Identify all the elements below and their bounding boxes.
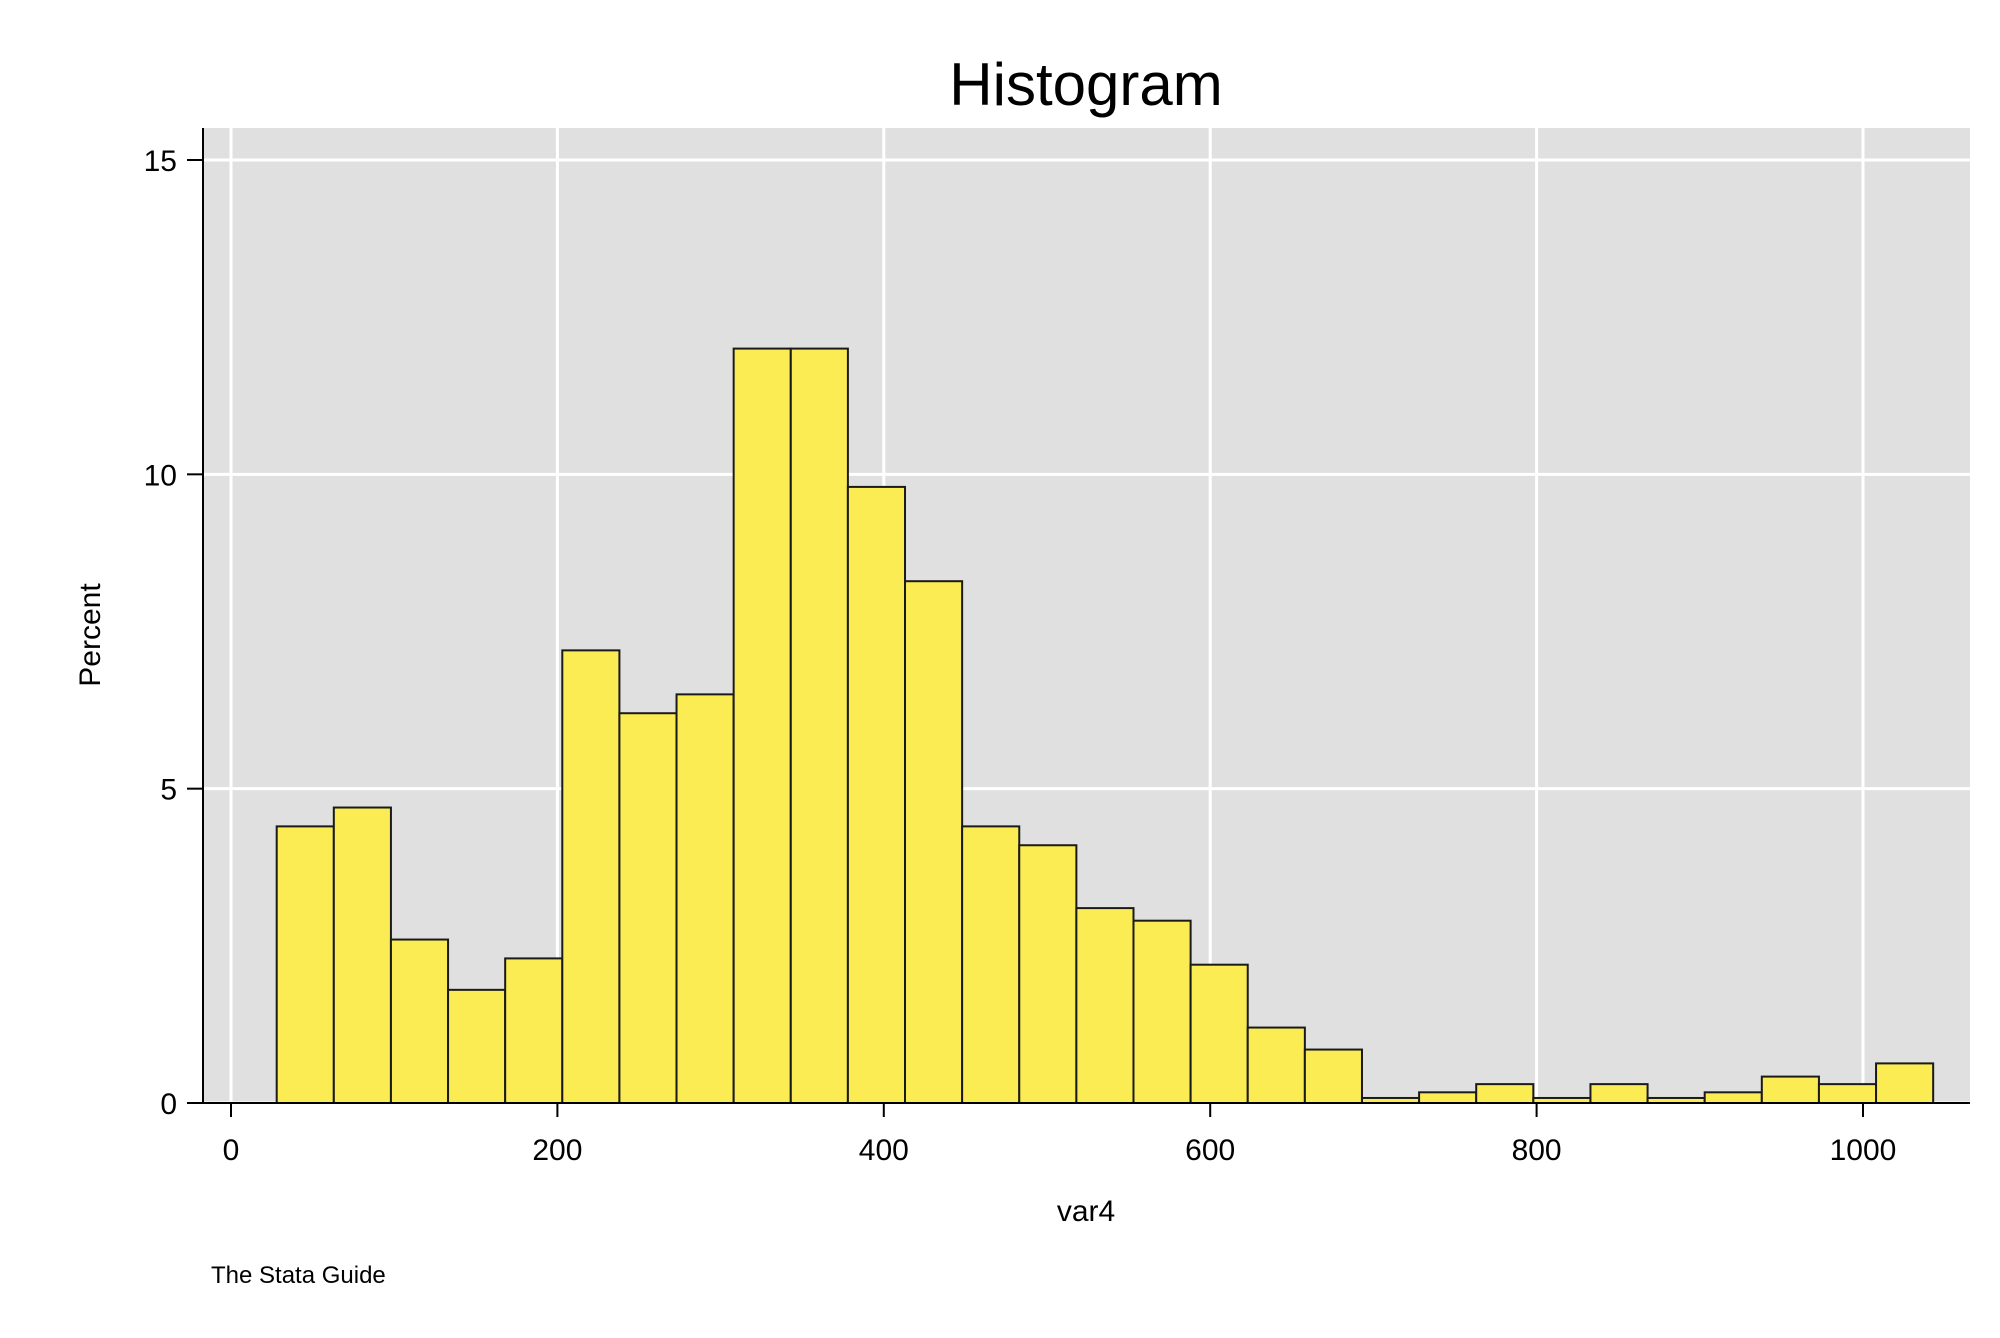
histogram-bar bbox=[904, 580, 964, 1104]
histogram-bar bbox=[561, 649, 621, 1104]
histogram-bar bbox=[447, 988, 507, 1105]
histogram-bar bbox=[1075, 907, 1135, 1105]
histogram-bar bbox=[1418, 1091, 1478, 1104]
x-tick-label: 400 bbox=[859, 1134, 909, 1167]
histogram-bar bbox=[1589, 1083, 1649, 1105]
x-tick-label: 1000 bbox=[1830, 1134, 1897, 1167]
histogram-bar bbox=[789, 347, 849, 1105]
histogram-bar bbox=[1246, 1026, 1306, 1105]
histogram-bar bbox=[1875, 1062, 1935, 1105]
histogram-bar bbox=[1018, 844, 1078, 1104]
x-tick-label: 0 bbox=[223, 1134, 240, 1167]
histogram-bar bbox=[332, 806, 392, 1104]
y-tick-label: 5 bbox=[160, 774, 177, 807]
y-axis-title: Percent bbox=[74, 583, 107, 687]
x-tick-label: 600 bbox=[1185, 1134, 1235, 1167]
histogram-bar bbox=[275, 825, 335, 1104]
histogram-bar bbox=[961, 825, 1021, 1104]
histogram-bar bbox=[1475, 1083, 1535, 1105]
y-tick-label: 15 bbox=[144, 145, 177, 178]
histogram-bar bbox=[675, 693, 735, 1104]
histogram-bar bbox=[1703, 1091, 1763, 1104]
y-tick-label: 0 bbox=[160, 1088, 177, 1121]
histogram-bar bbox=[1760, 1075, 1820, 1104]
x-tick-label: 200 bbox=[532, 1134, 582, 1167]
histogram-bar bbox=[846, 485, 907, 1104]
chart-title: Histogram bbox=[949, 51, 1222, 118]
histogram-bar bbox=[1132, 919, 1192, 1104]
histogram-bar bbox=[1189, 963, 1249, 1105]
histogram-bar bbox=[732, 347, 792, 1105]
histogram-bar bbox=[389, 938, 450, 1105]
histogram-bar bbox=[1817, 1083, 1878, 1105]
y-tick-label: 10 bbox=[144, 459, 177, 492]
histogram-bar bbox=[1303, 1048, 1363, 1105]
histogram-bar bbox=[504, 957, 564, 1105]
histogram-bar bbox=[618, 712, 678, 1105]
x-tick-label: 800 bbox=[1512, 1134, 1562, 1167]
x-axis-title: var4 bbox=[1057, 1195, 1115, 1228]
chart-note: The Stata Guide bbox=[211, 1262, 386, 1289]
